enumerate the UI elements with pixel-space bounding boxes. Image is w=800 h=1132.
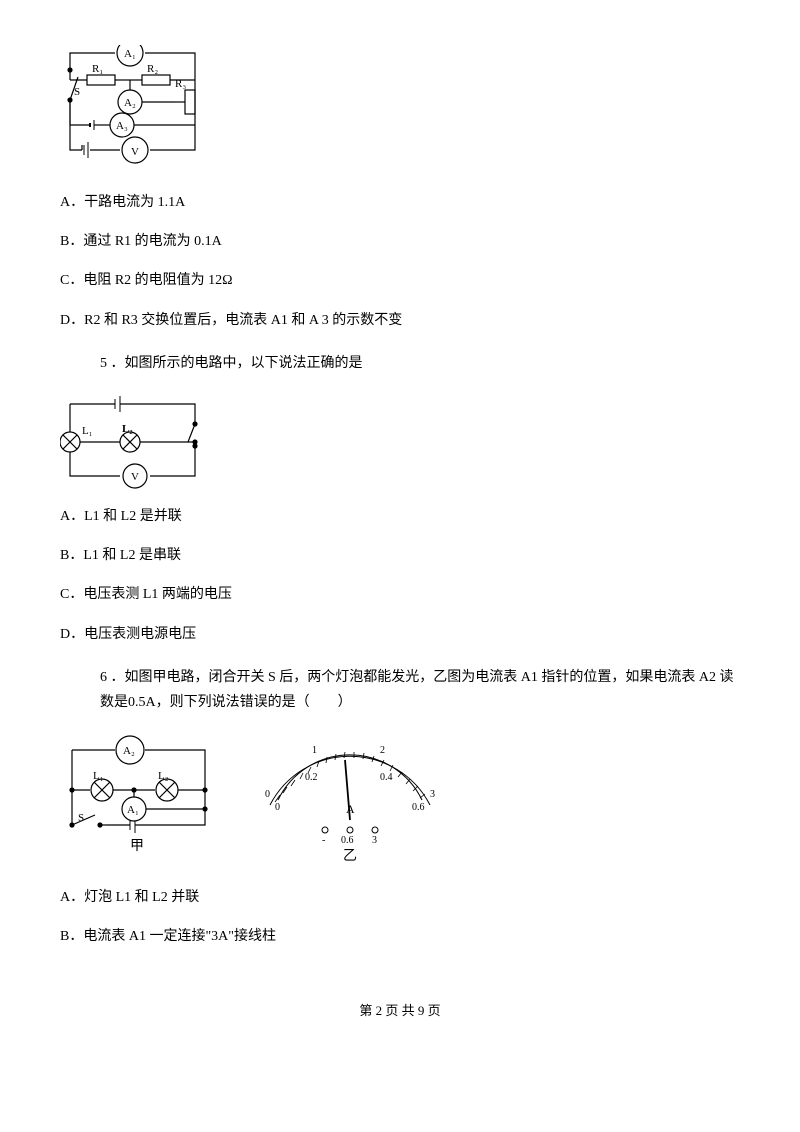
label-l1: L₁: [82, 425, 93, 437]
term-neg: -: [322, 835, 325, 846]
caption-jia: 甲: [130, 839, 144, 854]
q5-option-c: C．电压表测 L1 两端的电压: [60, 582, 740, 607]
q4-option-d: D．R2 和 R3 交换位置后，电流表 A1 和 A 3 的示数不变: [60, 308, 740, 333]
page-footer: 第 2 页 共 9 页: [60, 999, 740, 1022]
q6-option-b: B．电流表 A1 一定连接"3A"接线柱: [60, 924, 740, 949]
label-l2: L₂: [122, 423, 133, 435]
q5-option-a: A．L1 和 L2 是并联: [60, 504, 740, 529]
label-jia-a1: A₁: [127, 804, 139, 816]
q4-option-b: B．通过 R1 的电流为 0.1A: [60, 229, 740, 254]
q4-option-a: A．干路电流为 1.1A: [60, 190, 740, 215]
scale-b-02: 0.2: [305, 772, 318, 783]
label-jia-l1: L₁: [93, 770, 104, 782]
q5-text: 5 ．如图所示的电路中，以下说法正确的是: [100, 351, 740, 376]
ammeter-a: A: [346, 802, 355, 816]
label-v2: V: [131, 471, 139, 483]
label-v: V: [131, 146, 139, 158]
q5-option-d: D．电压表测电源电压: [60, 622, 740, 647]
label-a2: A₂: [124, 97, 136, 109]
scale-t-1: 1: [312, 745, 317, 756]
scale-t-2: 2: [380, 745, 385, 756]
q6-circuit-jia: A₂ L₁ L₂ A₁ S 甲: [60, 735, 220, 865]
label-r3: R₃: [175, 78, 186, 90]
label-a3: A₃: [116, 120, 128, 132]
label-jia-l2: L₂: [158, 770, 169, 782]
label-s: S: [74, 86, 80, 98]
scale-t-0: 0: [265, 789, 270, 800]
scale-b-06: 0.6: [412, 802, 425, 813]
scale-b-04: 0.4: [380, 772, 393, 783]
q4-option-c: C．电阻 R2 的电阻值为 12Ω: [60, 268, 740, 293]
q6-ammeter-yi: 0 1 2 3 0 0.2 0.4 0.6 A - 0.6 3 乙: [250, 735, 450, 865]
q5-option-b: B．L1 和 L2 是串联: [60, 543, 740, 568]
label-jia-a2: A₂: [123, 745, 135, 757]
q6-option-a: A．灯泡 L1 和 L2 并联: [60, 885, 740, 910]
q4-circuit-diagram: A₁ R₁ R₂ A₂ R₃ S A₃ V: [60, 45, 740, 175]
q6-text: 6 ．如图甲电路，闭合开关 S 后，两个灯泡都能发光，乙图为电流表 A1 指针的…: [100, 665, 740, 715]
q5-circuit-diagram: L₁ L₂ V: [60, 394, 740, 489]
q6-figures: A₂ L₁ L₂ A₁ S 甲 0 1 2 3: [60, 735, 740, 865]
caption-yi: 乙: [343, 848, 357, 864]
term-3: 3: [372, 835, 377, 846]
label-r1: R₁: [92, 63, 103, 75]
label-a1: A₁: [124, 48, 136, 60]
term-06: 0.6: [341, 835, 354, 846]
scale-b-0: 0: [275, 802, 280, 813]
label-r2: R₂: [147, 63, 158, 75]
label-jia-s: S: [78, 812, 84, 824]
scale-t-3: 3: [430, 789, 435, 800]
